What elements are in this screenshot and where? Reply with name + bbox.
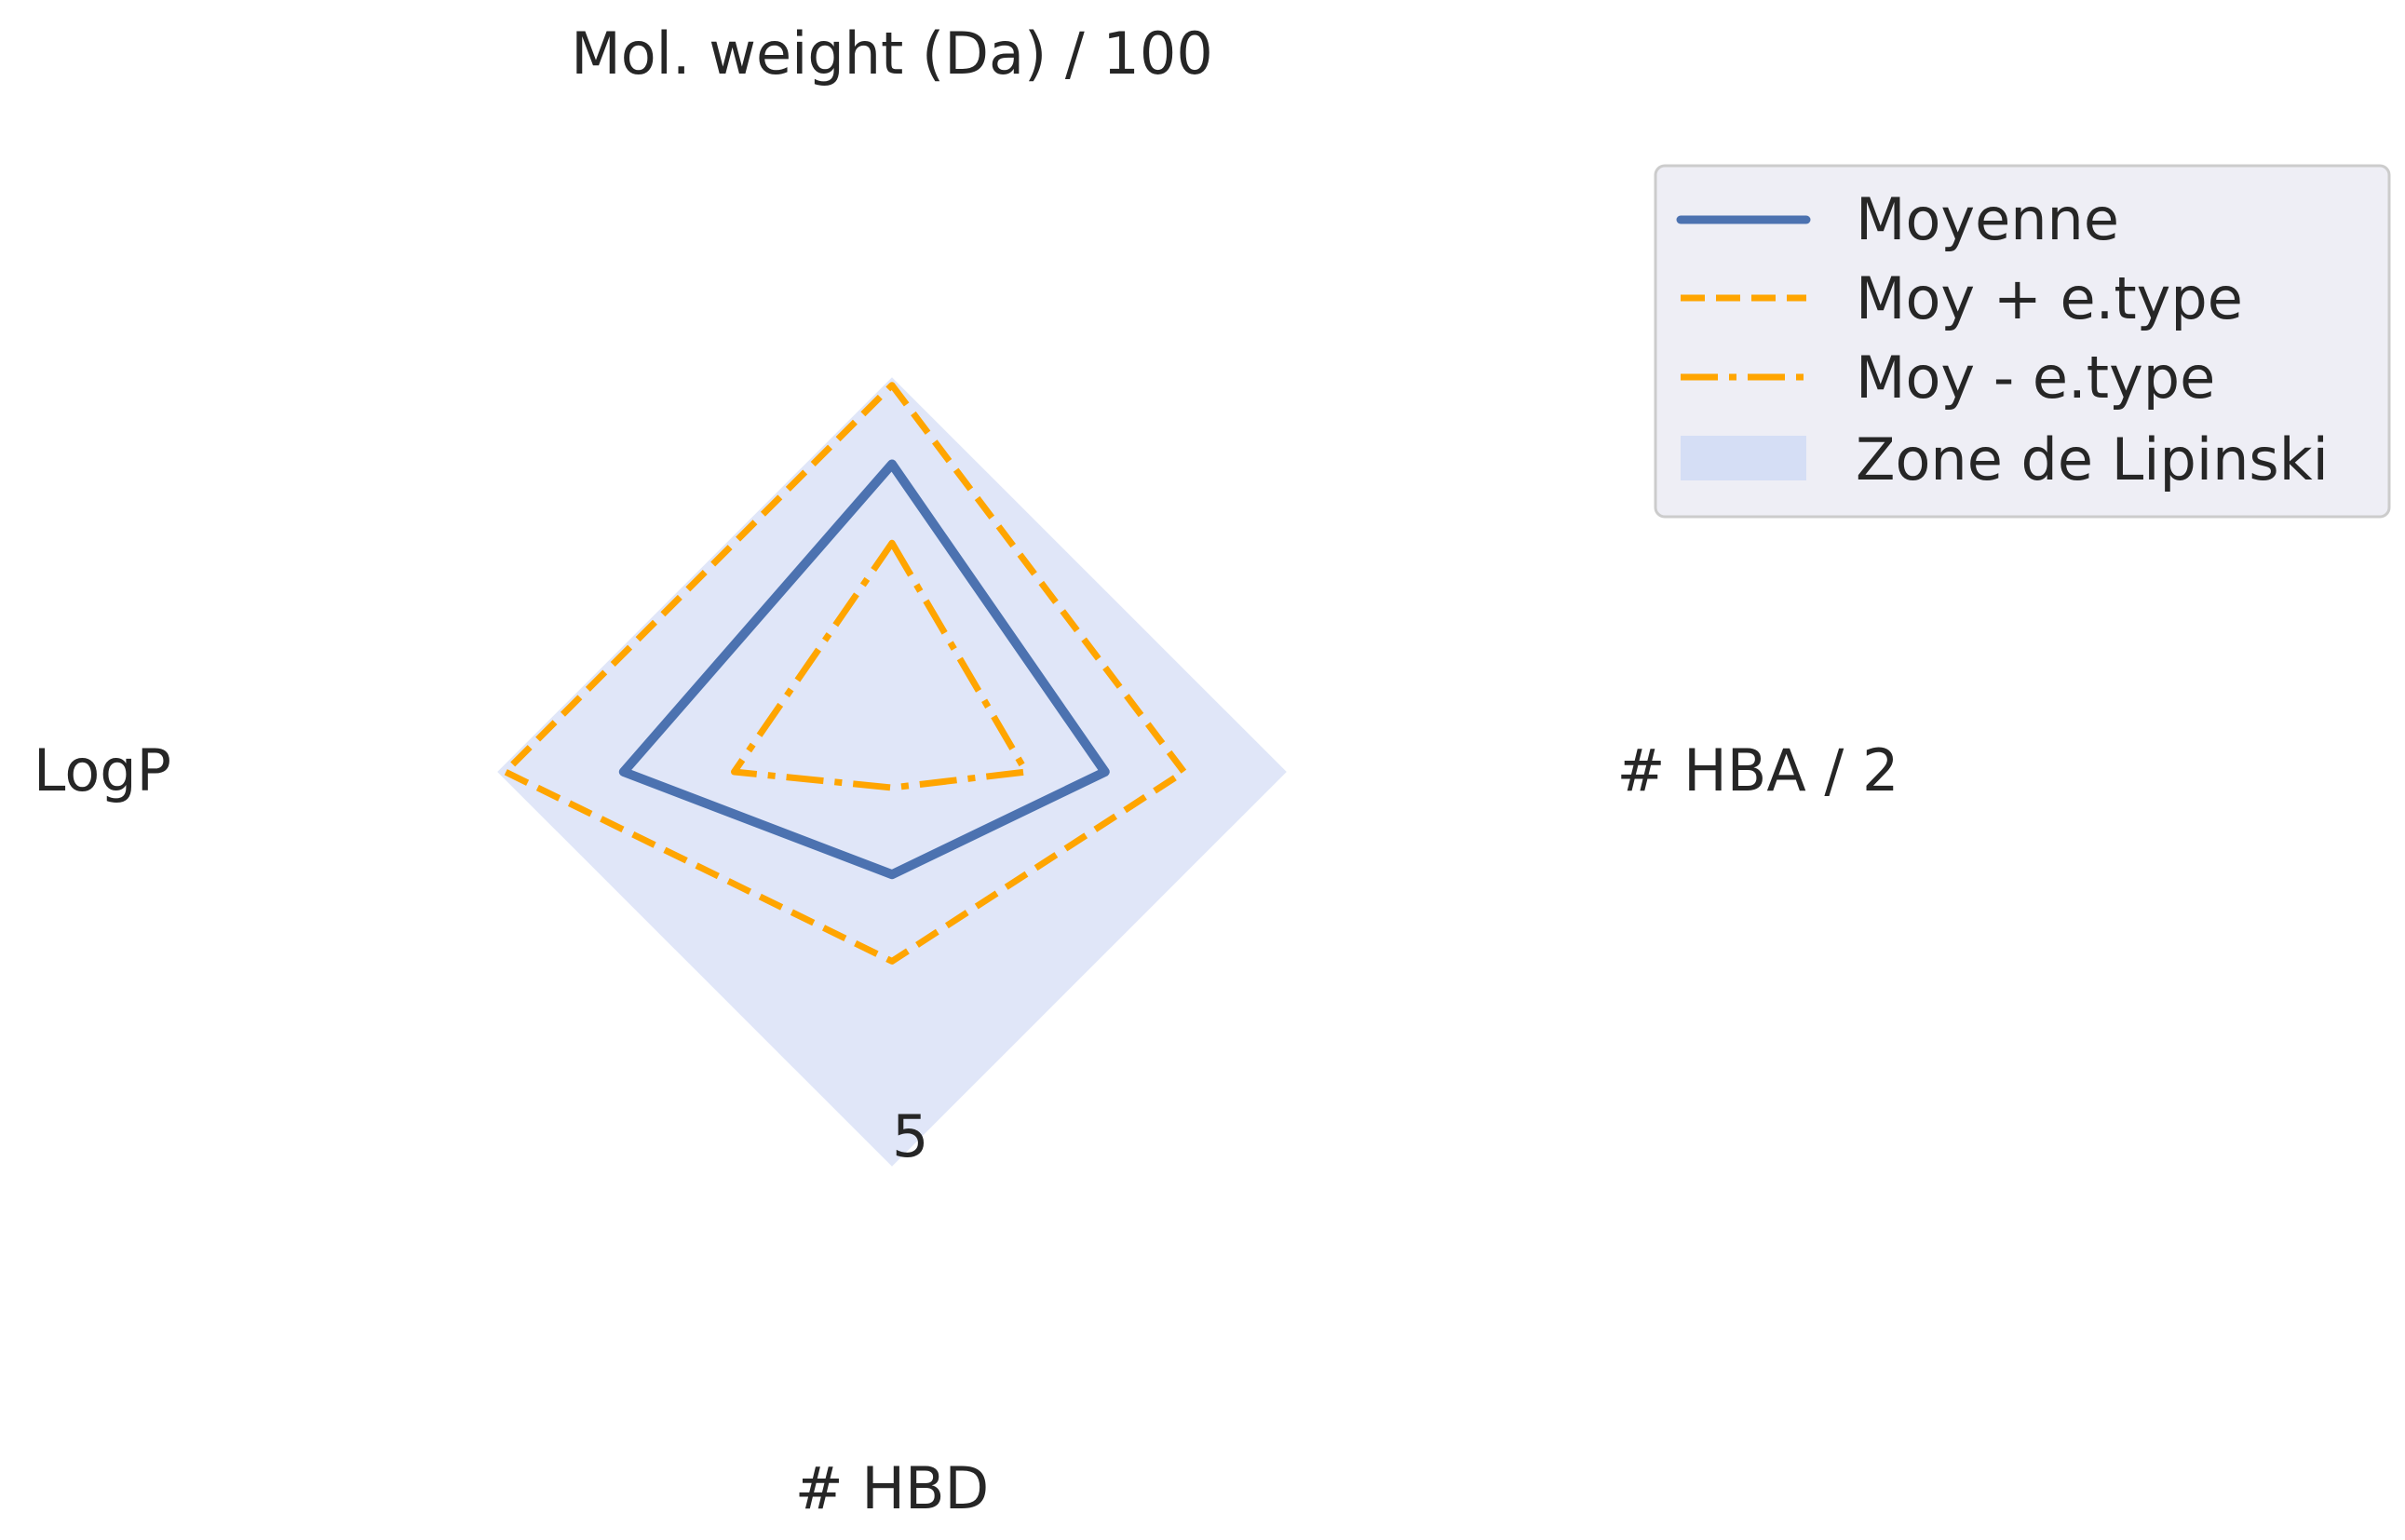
legend-label-moyenne: Moyenne (1856, 185, 2119, 253)
axis-label-logp: LogP (34, 736, 171, 804)
radial-tick-label: 5 (892, 1102, 928, 1170)
axis-label-hbd: # HBD (795, 1454, 990, 1522)
legend-label-lipinski: Zone de Lipinski (1856, 426, 2329, 493)
lipinski-zone (497, 377, 1287, 1167)
axis-label-mol-weight: Mol. weight (Da) / 100 (571, 20, 1213, 88)
series-layer (502, 382, 1188, 965)
legend-swatch-lipinski (1681, 436, 1806, 480)
legend-frame (1654, 164, 2391, 519)
legend: Moyenne Moy + e.type Moy - e.type Zone d… (1654, 164, 2391, 519)
series-line-1 (502, 382, 1188, 965)
series-line-0 (618, 459, 1110, 880)
legend-label-moy-plus: Moy + e.type (1856, 264, 2243, 332)
legend-label-moy-minus: Moy - e.type (1856, 344, 2215, 412)
axis-label-hba: # HBA / 2 (1617, 736, 1899, 804)
